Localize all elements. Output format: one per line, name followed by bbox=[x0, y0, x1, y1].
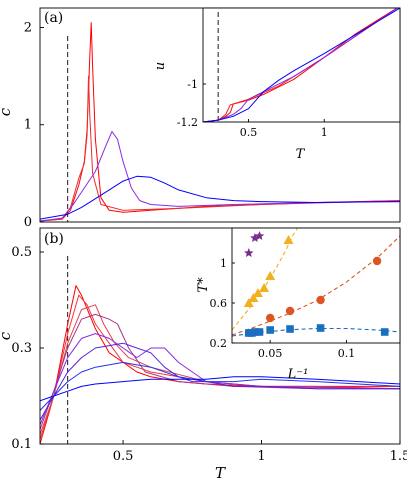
b-inset-point-square-7 bbox=[380, 328, 389, 336]
a-main-ytick-label: 1 bbox=[24, 118, 32, 133]
b-main-series-line-7 bbox=[40, 376, 400, 402]
b-inset-frame bbox=[231, 227, 401, 344]
b-main-series-line-4 bbox=[40, 333, 400, 425]
b-inset-point-circle-2 bbox=[316, 295, 325, 305]
b-main-series-line-5 bbox=[40, 342, 400, 421]
a-inset-ytick-label: -1.2 bbox=[177, 116, 198, 129]
b-inset-xtick-label: 0.05 bbox=[258, 347, 283, 360]
b-main-chart: 0.1 0.3 0.5 0.5 1 1.5 c T (b) bbox=[0, 227, 407, 482]
a-main-panel-label: (a) bbox=[44, 10, 63, 26]
b-inset-xtick-label: 0.1 bbox=[338, 347, 356, 360]
a-main-ytick-label: 2 bbox=[24, 20, 32, 35]
b-inset-point-square-4 bbox=[266, 326, 274, 334]
b-inset-ytick-label: 1 bbox=[220, 257, 227, 270]
b-inset-point-star-2 bbox=[254, 231, 265, 240]
a-main-series-line-3 bbox=[40, 175, 400, 220]
a-inset-xtick-label: 1 bbox=[321, 126, 328, 139]
a-inset-series-line-2 bbox=[203, 8, 399, 122]
b-inset-point-triangle-1 bbox=[248, 293, 259, 302]
b-inset-point-square-2 bbox=[251, 328, 259, 336]
b-main-ytick-label: 0.1 bbox=[11, 437, 32, 452]
b-main-ytick-label: 0.3 bbox=[11, 341, 32, 356]
b-inset-ylabel: T* bbox=[196, 277, 211, 293]
b-main-xtick-label: 1 bbox=[257, 449, 265, 464]
a-inset-frame bbox=[202, 7, 401, 123]
a-inset-series-line-3 bbox=[203, 8, 400, 122]
b-main-ylabel: c bbox=[0, 331, 14, 340]
a-inset-ytick-label: -1 bbox=[187, 78, 198, 91]
a-inset-plot-area bbox=[203, 8, 400, 122]
b-inset-ytick-label: 0.6 bbox=[210, 297, 228, 310]
b-inset-background bbox=[232, 228, 400, 343]
b-main-xlabel: T bbox=[215, 464, 226, 482]
b-inset-fit-curve-0 bbox=[232, 228, 299, 331]
a-main-series-line-0 bbox=[40, 22, 400, 222]
a-inset-ylabel: u bbox=[153, 62, 168, 70]
b-inset-point-triangle-2 bbox=[252, 288, 263, 297]
b-inset-point-square-6 bbox=[316, 324, 325, 332]
a-main-ytick-label: 0 bbox=[24, 215, 32, 230]
b-inset-point-circle-3 bbox=[372, 256, 382, 266]
a-inset-series-line-0 bbox=[203, 8, 398, 122]
b-inset-point-circle-0 bbox=[265, 313, 275, 323]
b-inset-xlabel: L⁻¹ bbox=[287, 367, 309, 382]
b-main-xtick-label: 1.5 bbox=[390, 449, 407, 464]
b-main-ytick-label: 0.5 bbox=[11, 245, 32, 260]
b-inset-ytick-label: 0.2 bbox=[210, 337, 228, 350]
a-inset-xlabel: T bbox=[296, 147, 306, 162]
b-main-xtick-label: 0.5 bbox=[113, 449, 134, 464]
a-inset-xtick-label: 0.5 bbox=[240, 126, 258, 139]
b-main-plot-area bbox=[40, 256, 400, 444]
b-inset-point-triangle-3 bbox=[259, 283, 270, 292]
a-main-plot-area bbox=[40, 22, 400, 222]
b-main-panel-label: (b) bbox=[44, 231, 64, 247]
b-inset-point-triangle-0 bbox=[243, 298, 254, 307]
b-inset-point-square-3 bbox=[255, 328, 264, 336]
b-inset-fit-curve-1 bbox=[232, 235, 400, 336]
b-inset-point-triangle-4 bbox=[265, 271, 276, 280]
b-inset-point-star-0 bbox=[244, 248, 254, 257]
b-inset-point-circle-1 bbox=[285, 306, 295, 316]
a-main-series-line-2 bbox=[40, 131, 400, 222]
b-main-series-line-6 bbox=[40, 361, 400, 411]
b-inset-point-star-1 bbox=[250, 233, 260, 242]
b-inset-point-square-5 bbox=[286, 325, 294, 333]
b-inset-chart: 0.2 0.6 1 0.05 0.1 T* L⁻¹ bbox=[196, 227, 401, 382]
a-main-series-line-1 bbox=[40, 75, 400, 222]
a-inset-chart: -1.2 -1 0.5 1 u T bbox=[153, 7, 401, 162]
a-main-ylabel: c bbox=[0, 107, 14, 116]
b-inset-point-triangle-5 bbox=[283, 235, 294, 244]
b-inset-plot-area bbox=[232, 228, 400, 337]
